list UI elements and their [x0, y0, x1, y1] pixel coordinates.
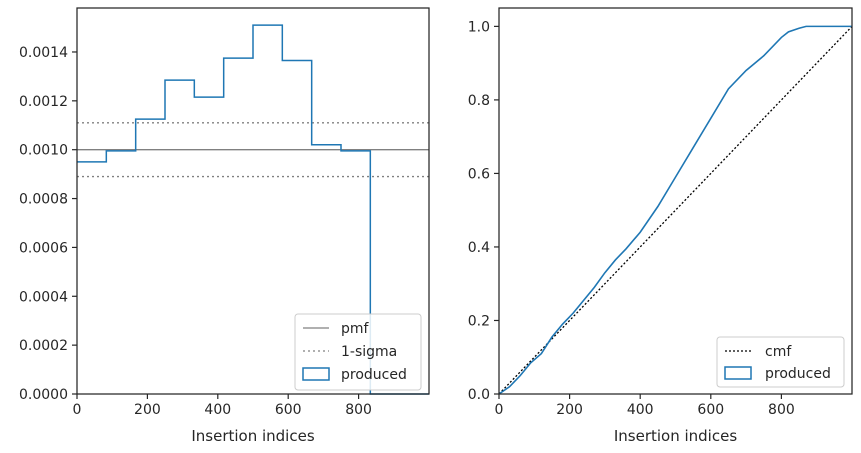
legend-sigma-label: 1-sigma — [341, 344, 397, 360]
x-tick-label: 600 — [697, 402, 724, 418]
cumulative-panel: 0 200 400 600 800 0.0 0.2 0.4 0.6 0.8 1.0 Inserti… — [468, 7, 853, 445]
legend-pmf-label: pmf — [341, 321, 370, 337]
legend-produced-label: produced — [765, 366, 831, 382]
x-tick-label: 200 — [556, 402, 583, 418]
y-tick-label: 0.6 — [468, 166, 490, 182]
x-tick-label: 400 — [204, 402, 231, 418]
histogram-legend-frame — [294, 313, 422, 391]
x-tick-label: 0 — [495, 402, 504, 418]
cumulative-legend: cmf produced — [716, 336, 845, 388]
legend-produced-symbol — [302, 367, 330, 381]
legend-produced-label: produced — [341, 367, 407, 383]
cumulative-plot-area — [498, 7, 853, 395]
y-tick-label: 1.0 — [468, 19, 490, 35]
cumulative-x-axis-label: Insertion indices — [614, 427, 737, 445]
y-tick-label: 0.0008 — [19, 192, 68, 208]
x-tick-label: 0 — [73, 402, 82, 418]
x-axis-ticks: 0 200 400 600 800 — [73, 394, 372, 418]
y-tick-label: 0.2 — [468, 313, 490, 329]
y-tick-label: 0.0006 — [19, 240, 68, 256]
x-tick-label: 400 — [627, 402, 654, 418]
y-axis-ticks: 0.0 0.2 0.4 0.6 0.8 1.0 — [468, 19, 499, 403]
produced-cumulative-line — [498, 25, 852, 395]
y-tick-label: 0.4 — [468, 240, 490, 256]
y-tick-label: 0.0012 — [19, 94, 68, 110]
legend-cmf-label: cmf — [765, 344, 792, 360]
cmf-line — [498, 25, 853, 395]
x-tick-label: 600 — [275, 402, 302, 418]
x-tick-label: 800 — [768, 402, 795, 418]
y-tick-label: 0.0 — [468, 387, 490, 403]
legend-produced-symbol — [724, 366, 752, 380]
y-tick-label: 0.0002 — [19, 338, 68, 354]
y-tick-label: 0.8 — [468, 93, 490, 109]
histogram-plot-area — [76, 7, 430, 395]
histogram-panel: 0 200 400 600 800 0.00000.00020.00040.00060.… — [19, 7, 430, 445]
histogram-x-axis-label: Insertion indices — [191, 427, 314, 445]
y-axis-ticks: 0.0000 0.0002 0.0004 0.0006 0.0008 0.0010 0.00… — [19, 45, 77, 403]
y-tick-label: 0.0010 — [19, 143, 68, 159]
y-tick-label: 0.0000 — [19, 387, 68, 403]
y-tick-label: 0.0004 — [19, 289, 68, 305]
x-axis-ticks: 0 200 400 600 800 — [495, 394, 795, 418]
produced-histogram-step — [77, 24, 429, 395]
x-tick-label: 800 — [345, 402, 372, 418]
x-tick-label: 200 — [134, 402, 161, 418]
cumulative-legend-frame — [716, 336, 845, 388]
y-tick-label: 0.0014 — [19, 45, 68, 61]
histogram-legend: pmf 1-sigma produced — [294, 313, 422, 391]
